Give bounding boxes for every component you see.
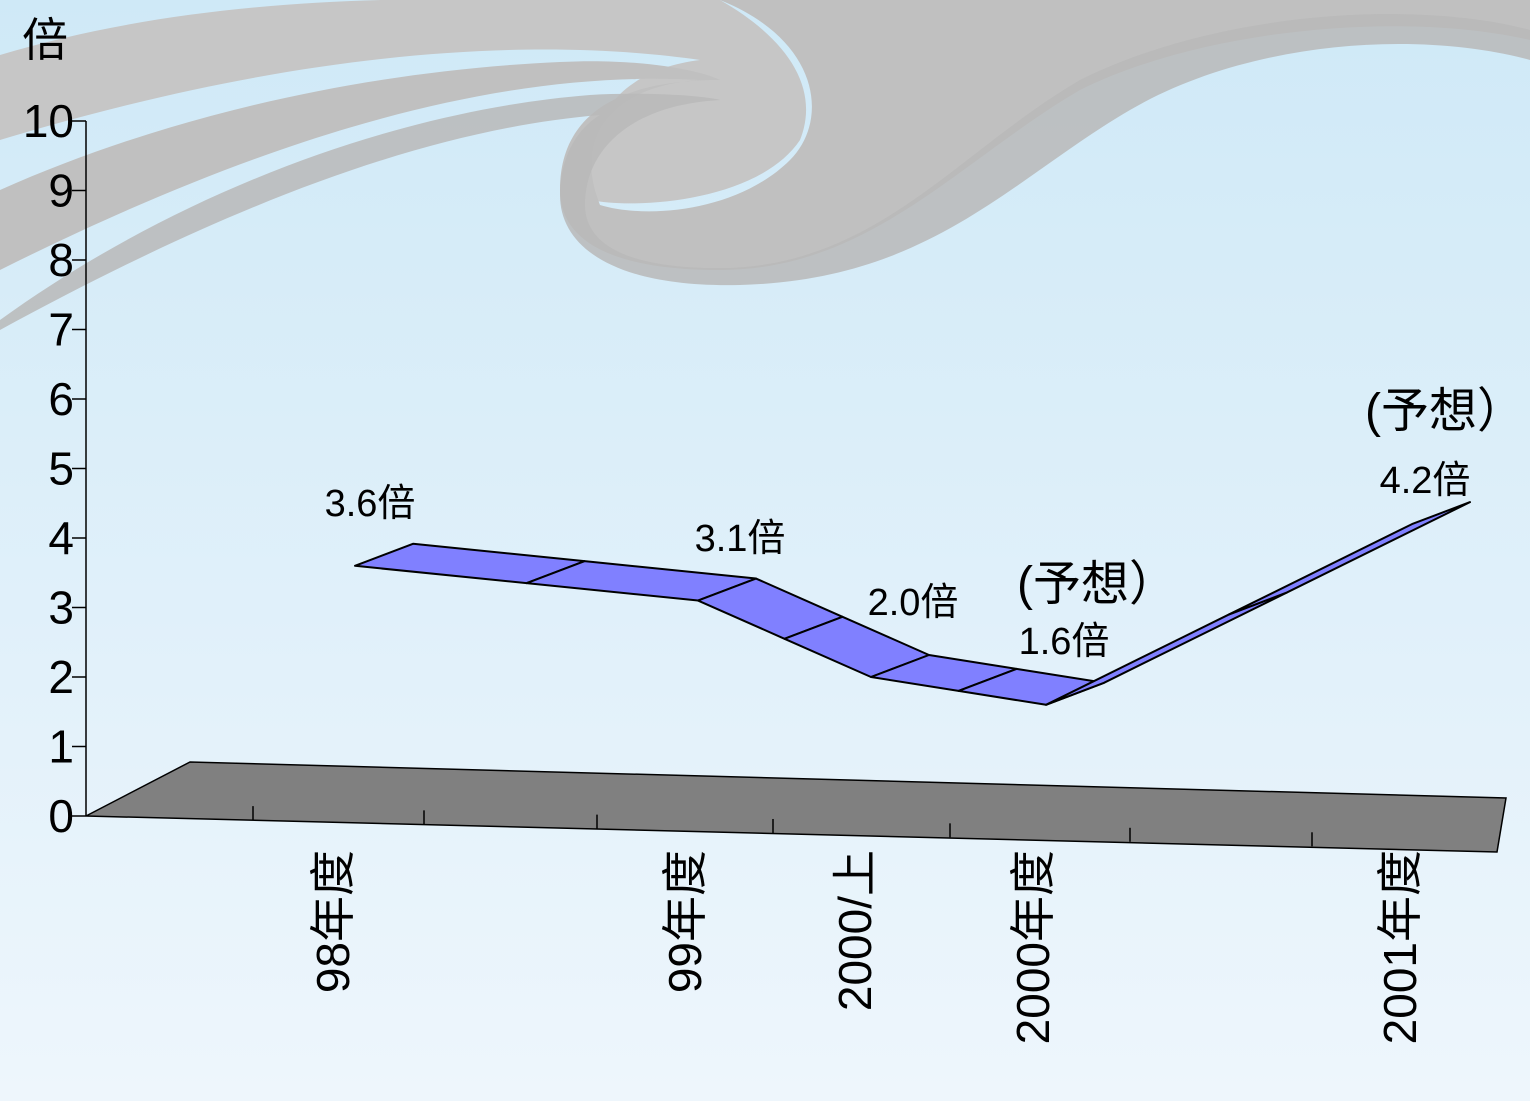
series-segment-3-1	[1228, 501, 1471, 616]
x-axis-labels: 98年度 99年度 2000/上 2000年度 2001年度	[307, 850, 1426, 1044]
y-axis: 0 1 2 3 4 5 6 7 8 9 10 倍	[22, 14, 87, 842]
y-tick-label-7: 7	[48, 304, 74, 356]
annotation-1: (予想）	[1365, 385, 1525, 438]
y-tick-label-9: 9	[48, 165, 74, 217]
annotation-0: (予想）	[1017, 558, 1177, 611]
data-label-2: 2.0倍	[868, 582, 959, 624]
data-label-3: 1.6倍	[1019, 621, 1110, 663]
x-category-label-3: 2000年度	[1007, 850, 1059, 1044]
y-tick-label-4: 4	[48, 512, 74, 564]
x-category-label-4: 2001年度	[1374, 850, 1426, 1044]
y-tick-label-8: 8	[48, 234, 74, 286]
data-label-1: 3.1倍	[695, 518, 786, 560]
y-tick-label-1: 1	[48, 721, 74, 773]
y-tick-label-10: 10	[23, 95, 74, 147]
x-category-label-1: 99年度	[659, 850, 711, 993]
x-category-label-2: 2000/上	[829, 850, 881, 1011]
y-tick-label-5: 5	[48, 443, 74, 495]
data-labels: 3.6倍 3.1倍 2.0倍 1.6倍 4.2倍 (予想） (予想）	[325, 385, 1525, 663]
y-axis-label: 倍	[22, 14, 68, 66]
chart-floor	[85, 761, 1507, 853]
series-ribbon	[354, 501, 1471, 706]
floor-plane	[85, 761, 1507, 853]
y-tick-label-0: 0	[48, 790, 74, 842]
y-tick-label-2: 2	[48, 651, 74, 703]
data-label-0: 3.6倍	[325, 483, 416, 525]
y-tick-label-6: 6	[48, 373, 74, 425]
y-tick-label-3: 3	[48, 582, 74, 634]
data-label-4: 4.2倍	[1380, 460, 1471, 502]
x-category-label-0: 98年度	[307, 850, 359, 993]
background-swoosh	[0, 0, 1530, 331]
